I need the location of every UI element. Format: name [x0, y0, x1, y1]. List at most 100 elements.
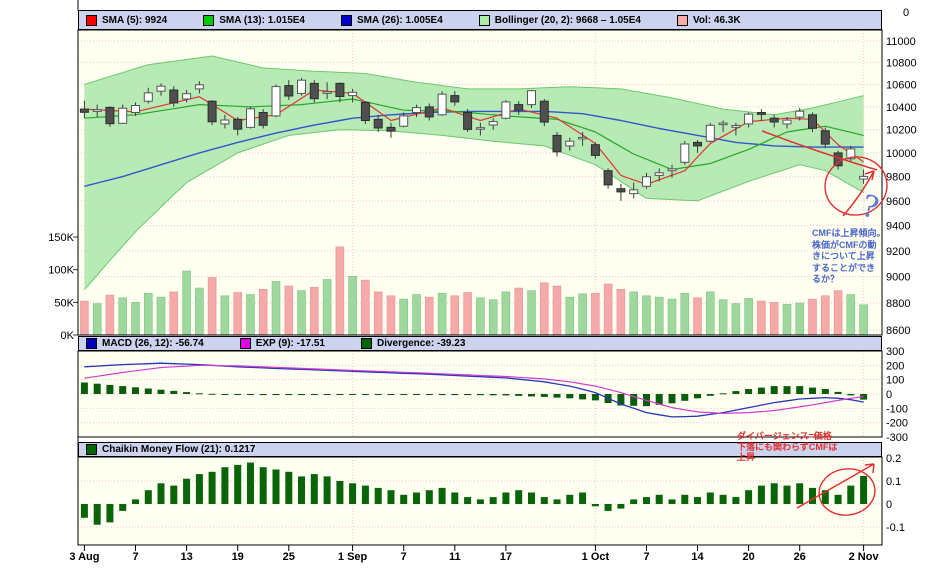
- volume-axis-label: 0K: [61, 330, 75, 342]
- legend-label: Bollinger (20, 2): 9668 – 1.05E4: [494, 14, 641, 26]
- note-line: CMFは上昇傾向。: [812, 228, 886, 238]
- volume-bar: [603, 283, 613, 336]
- price-legend-strip: SMA (5): 9924 SMA (13): 1.015E4 SMA (26): …: [78, 10, 882, 30]
- cmf-bar: [374, 487, 382, 504]
- candle-body: [680, 143, 690, 163]
- candle-body: [590, 144, 600, 156]
- date-axis-label: 2 Nov: [849, 551, 880, 563]
- price-axis-label: 10400: [886, 102, 917, 114]
- note-line: きについて上昇: [812, 251, 875, 261]
- candle-body: [578, 136, 588, 140]
- macd-histogram-bar: [732, 391, 740, 394]
- volume-bar: [757, 300, 766, 336]
- date-axis-label: 11: [449, 551, 461, 563]
- candle-body: [246, 108, 255, 128]
- candle-body: [348, 91, 358, 97]
- price-axis-label: 8600: [886, 325, 910, 337]
- date-axis-label: 7: [132, 551, 138, 563]
- volume-bar: [399, 298, 408, 336]
- cmf-bar: [591, 504, 599, 507]
- cmf-bar: [144, 490, 152, 504]
- candle-body: [284, 85, 294, 97]
- price-axis-label: 8800: [886, 298, 910, 310]
- candle-body: [552, 134, 562, 153]
- macd-histogram-bar: [234, 394, 242, 395]
- macd-histogram-bar: [579, 394, 587, 400]
- volume-bar: [808, 298, 817, 336]
- price-axis-label: 9200: [886, 246, 910, 258]
- cmf-panel-border: [77, 456, 883, 546]
- macd-histogram-bar: [770, 386, 778, 394]
- macd-histogram-bar: [655, 394, 663, 405]
- candle-body: [756, 112, 766, 115]
- legend-item: Bollinger (20, 2): 9668 – 1.05E4: [478, 14, 641, 26]
- candle-body: [463, 112, 473, 130]
- candle-body: [846, 148, 856, 160]
- cmf-axis-label: -0.1: [886, 522, 905, 534]
- volume-bar: [731, 303, 741, 336]
- macd-histogram-bar: [706, 394, 714, 396]
- cmf-bar: [310, 474, 318, 504]
- cmf-annotation-note: ダイバージェンス=価格 下落にも関わらずCMFは 上昇: [737, 431, 882, 463]
- cmf-bar: [234, 464, 242, 504]
- macd-histogram-bar: [668, 394, 676, 404]
- cmf-bar: [208, 471, 216, 504]
- macd-histogram-bar: [489, 394, 497, 396]
- macd-histogram-bar: [694, 394, 701, 399]
- macd-histogram-bar: [834, 391, 842, 394]
- candle-body: [744, 113, 754, 125]
- legend-swatch-icon: [478, 14, 490, 26]
- volume-bar: [591, 292, 600, 336]
- macd-histogram-bar: [183, 392, 191, 394]
- candle-body: [795, 110, 805, 118]
- macd-histogram-bar: [464, 394, 472, 396]
- cmf-bar: [438, 487, 446, 504]
- candle-body: [399, 115, 409, 127]
- cmf-bar: [732, 497, 740, 504]
- volume-bar: [310, 287, 319, 336]
- cmf-bar: [170, 485, 178, 504]
- volume-bar: [540, 282, 549, 336]
- volume-bar: [182, 270, 191, 336]
- date-axis-label: 14: [691, 551, 704, 563]
- macd-histogram-bar: [259, 394, 267, 396]
- cmf-bar: [106, 504, 114, 523]
- candle-body: [335, 82, 345, 98]
- candle-body: [859, 175, 869, 180]
- cmf-bar: [247, 462, 254, 504]
- macd-histogram-bar: [106, 384, 114, 394]
- volume-bar: [322, 279, 332, 336]
- macd-histogram-bar: [323, 394, 331, 395]
- cmf-bar: [553, 499, 561, 504]
- volume-bar: [284, 285, 294, 336]
- cmf-bar: [681, 494, 689, 504]
- macd-histogram-bar: [630, 394, 638, 406]
- macd-histogram-bar: [132, 387, 139, 394]
- macd-histogram-bar: [349, 394, 357, 395]
- cmf-axis-label: 0.1: [886, 476, 901, 488]
- price-arrow-annotation: [842, 170, 875, 217]
- volume-bar: [437, 292, 447, 336]
- macd-histogram-bar: [413, 394, 420, 395]
- macd-axis-label: -200: [886, 418, 908, 430]
- price-axis-label: 10800: [886, 58, 917, 70]
- cmf-bar: [566, 494, 574, 504]
- candle-body: [642, 176, 651, 187]
- candle-body: [194, 84, 204, 90]
- cmf-bar: [183, 478, 191, 504]
- macd-axis-label: 200: [886, 360, 904, 372]
- macd-histogram-bar: [208, 393, 216, 395]
- volume-bar: [552, 285, 562, 336]
- cmf-bar: [630, 499, 638, 504]
- date-axis-label: 3 Aug: [69, 551, 99, 563]
- cmf-bar: [361, 485, 369, 504]
- candle-body: [156, 85, 166, 92]
- volume-bar: [361, 279, 370, 336]
- volume-bar: [718, 299, 728, 336]
- volume-bar: [476, 297, 485, 336]
- legend-swatch-icon: [341, 14, 352, 26]
- candle-body: [488, 121, 498, 126]
- cmf-bar: [757, 485, 765, 504]
- price-axis-top-label: 0: [903, 7, 909, 19]
